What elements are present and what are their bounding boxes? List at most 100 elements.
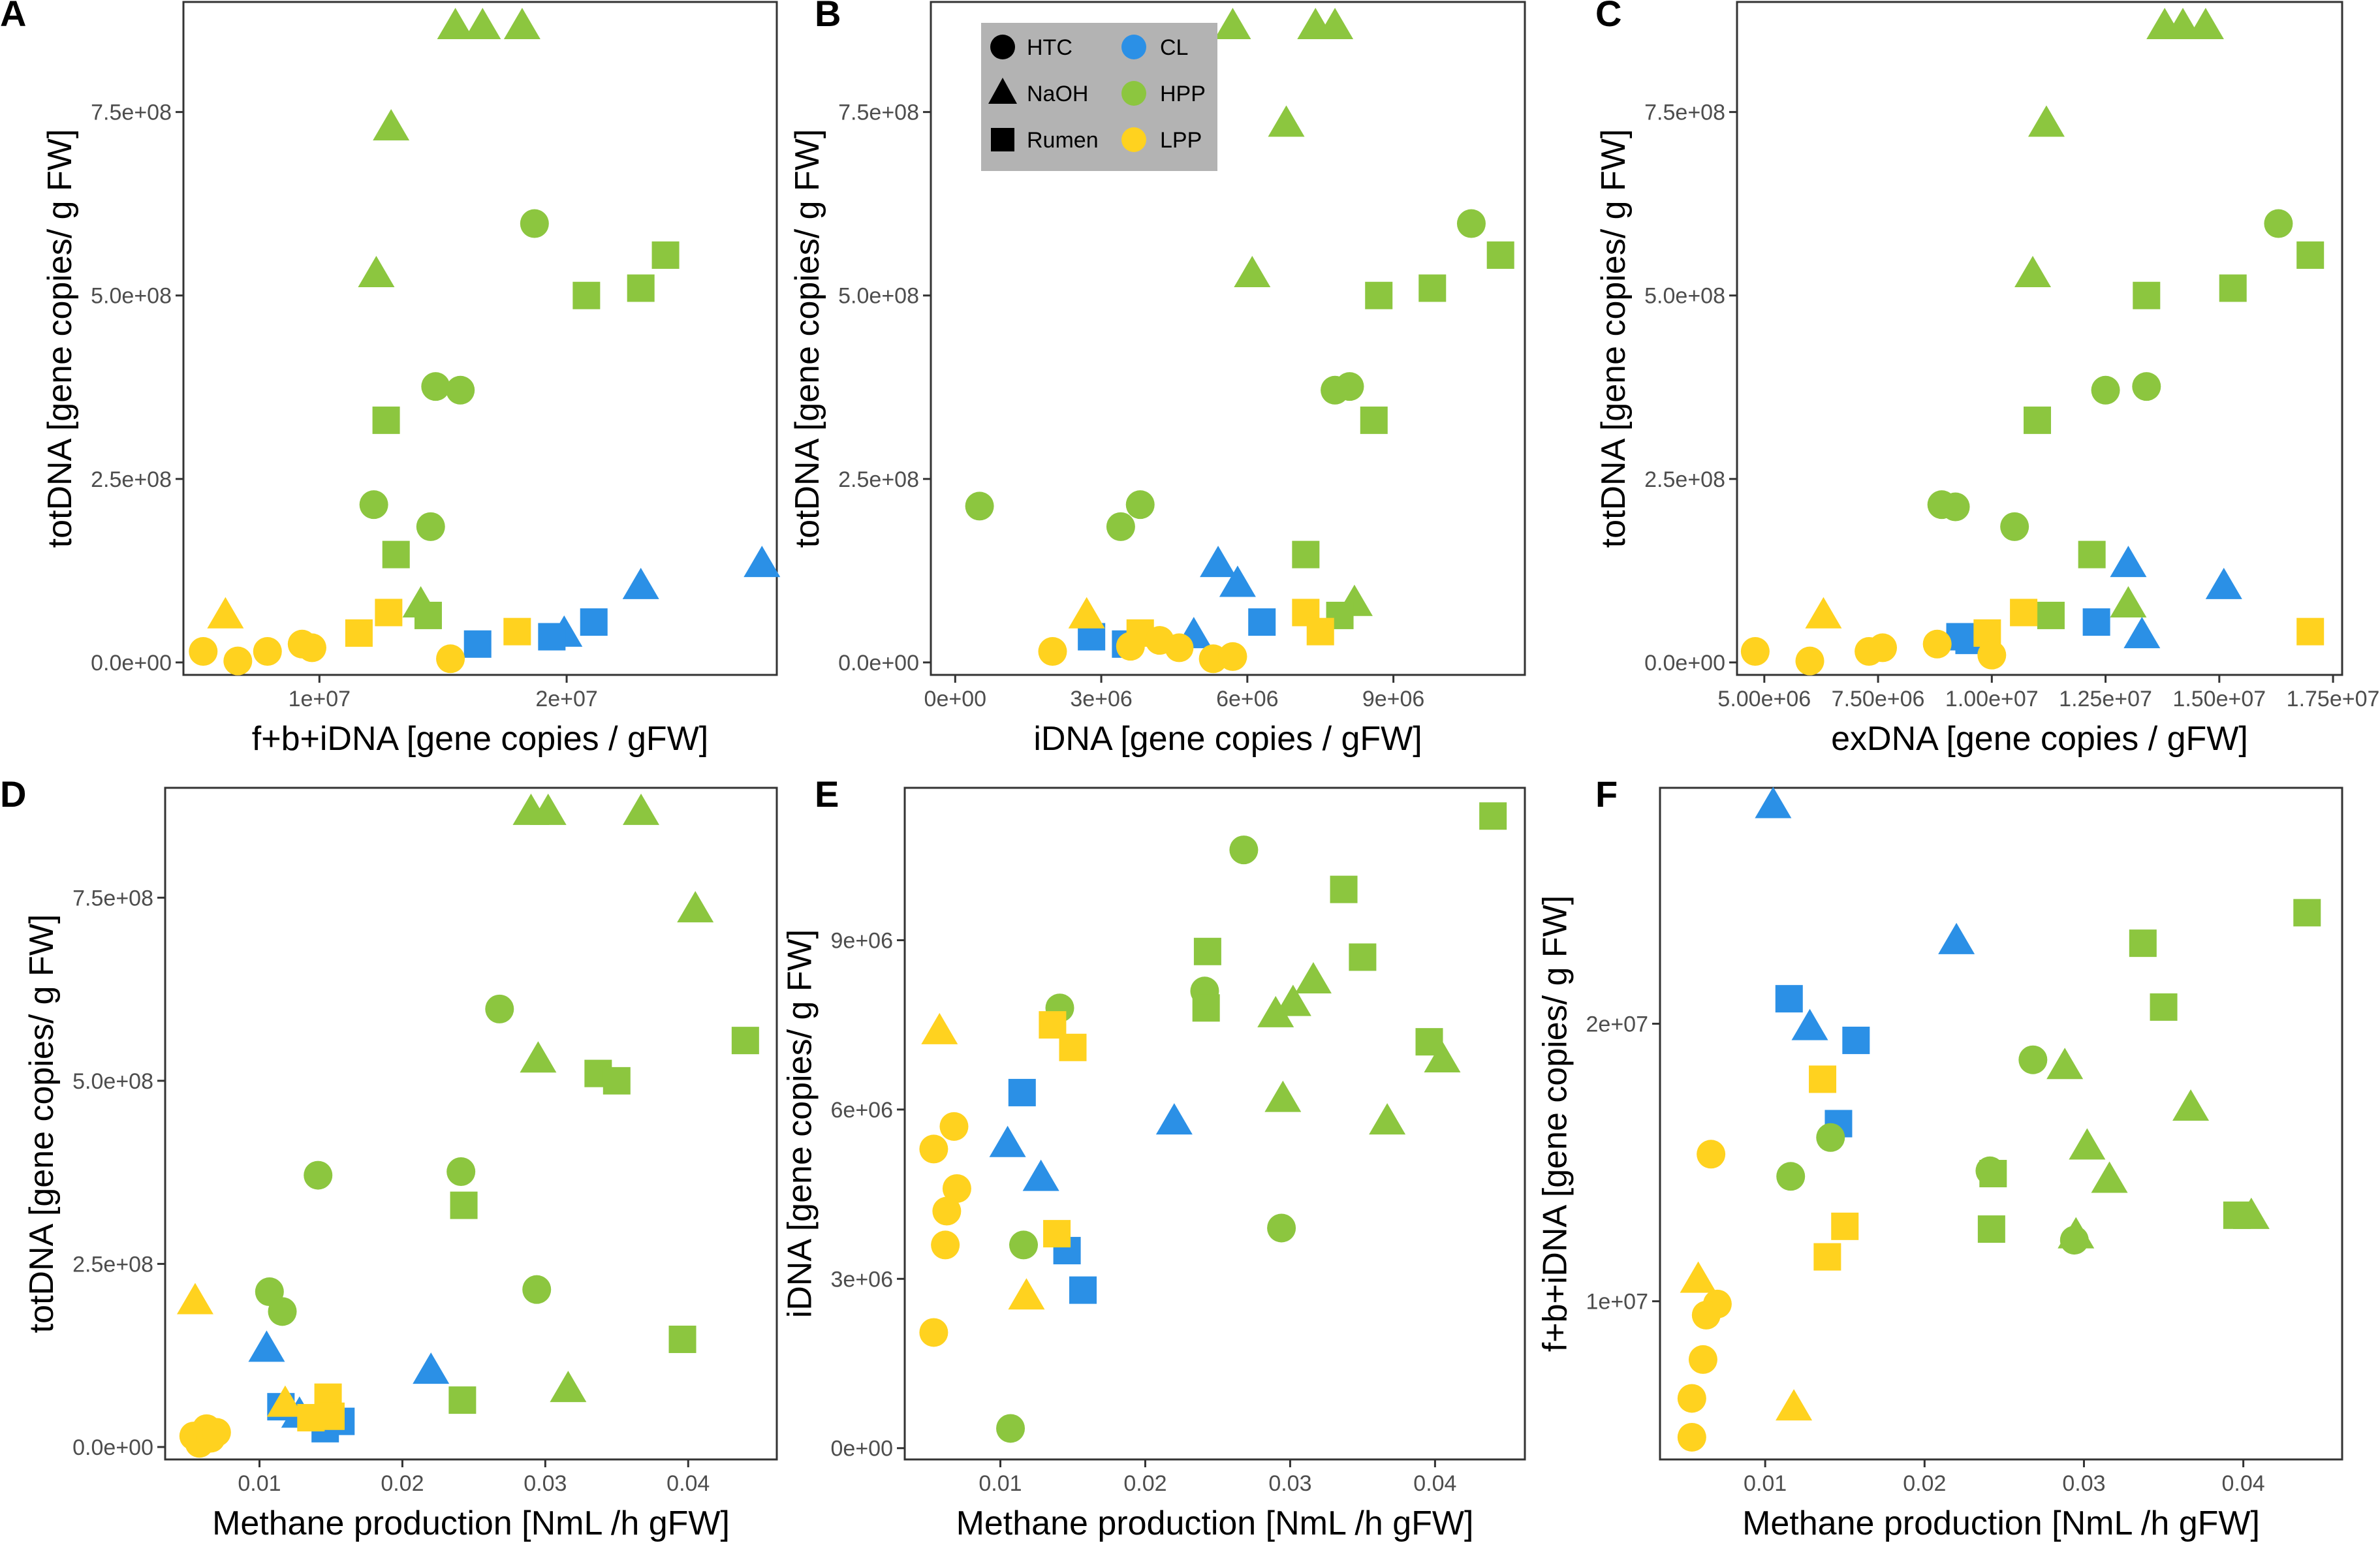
panel-letter: C xyxy=(1595,0,1621,34)
point-lpp-circle xyxy=(942,1174,971,1203)
point-lpp-circle xyxy=(1922,629,1952,659)
points xyxy=(189,7,781,676)
point-hpp-square xyxy=(1193,937,1221,965)
point-cl-square xyxy=(463,630,492,658)
y-tick-label: 9e+06 xyxy=(831,928,894,953)
point-lpp-square xyxy=(375,599,403,627)
point-hpp-square xyxy=(1479,802,1507,830)
point-hpp-square xyxy=(2296,241,2325,269)
point-cl-triangle xyxy=(1155,1103,1193,1135)
point-cl-square xyxy=(1842,1026,1870,1054)
point-hpp-triangle xyxy=(520,1041,557,1073)
point-hpp-triangle xyxy=(1294,962,1332,993)
plot-frame xyxy=(182,1,778,676)
point-cl-square xyxy=(580,608,608,636)
point-hpp-triangle xyxy=(2028,105,2065,137)
point-hpp-square xyxy=(1979,1160,2007,1188)
x-tick-label: 1.25e+07 xyxy=(2059,687,2152,711)
point-lpp-triangle xyxy=(1008,1278,1045,1310)
point-lpp-circle xyxy=(931,1230,960,1260)
legend-label-naoh: NaOH xyxy=(1027,82,1088,106)
point-hpp-triangle xyxy=(2014,255,2052,287)
x-tick-label: 0.03 xyxy=(524,1471,567,1496)
y-tick-label: 7.5e+08 xyxy=(72,886,153,911)
point-cl-triangle xyxy=(2205,567,2242,599)
point-hpp-triangle xyxy=(2187,7,2224,39)
point-cl-triangle xyxy=(2123,617,2161,649)
point-lpp-square xyxy=(1306,617,1334,646)
y-tick-label: 5.0e+08 xyxy=(1644,284,1725,309)
plot-frame xyxy=(903,787,1526,1461)
point-lpp-circle xyxy=(1116,632,1145,661)
point-lpp-circle xyxy=(1688,1345,1717,1374)
point-hpp-triangle xyxy=(358,255,395,287)
point-lpp-square xyxy=(345,619,373,647)
x-tick-label: 1.75e+07 xyxy=(2287,687,2380,711)
point-hpp-circle xyxy=(1106,512,1135,541)
point-hpp-triangle xyxy=(2069,1128,2106,1160)
point-lpp-square xyxy=(1043,1220,1071,1248)
points xyxy=(965,7,1514,674)
point-lpp-circle xyxy=(919,1134,948,1164)
legend-label-htc: HTC xyxy=(1027,35,1073,60)
point-hpp-circle xyxy=(2018,1045,2048,1074)
point-hpp-circle xyxy=(1267,1213,1296,1243)
point-lpp-circle xyxy=(1165,633,1194,662)
point-lpp-square xyxy=(1813,1243,1841,1271)
point-hpp-square xyxy=(450,1191,478,1219)
point-hpp-triangle xyxy=(1274,984,1311,1016)
x-axis-label: iDNA [gene copies / gFW] xyxy=(1033,720,1422,758)
x-tick-label: 0.02 xyxy=(381,1471,424,1496)
x-tick-label: 0.02 xyxy=(1903,1471,1946,1496)
x-axis-label: Methane production [NmL /h gFW] xyxy=(956,1504,1474,1542)
x-axis-label: Methane production [NmL /h gFW] xyxy=(1742,1504,2260,1542)
point-hpp-square xyxy=(2129,929,2157,958)
legend-label-cl: CL xyxy=(1160,35,1188,60)
point-cl-triangle xyxy=(1938,922,1975,954)
point-cl-square xyxy=(538,623,566,651)
point-hpp-circle xyxy=(2264,209,2293,238)
point-hpp-circle xyxy=(996,1414,1026,1443)
point-lpp-triangle xyxy=(266,1385,304,1417)
point-hpp-square xyxy=(2037,601,2065,629)
y-tick-label: 3e+06 xyxy=(831,1267,894,1292)
y-tick-label: 6e+06 xyxy=(831,1098,894,1123)
point-hpp-triangle xyxy=(2110,585,2147,617)
point-hpp-circle xyxy=(1321,375,1350,405)
x-axis-label: f+b+iDNA [gene copies / gFW] xyxy=(252,720,708,758)
point-lpp-square xyxy=(1059,1033,1087,1061)
point-hpp-triangle xyxy=(623,793,660,825)
point-hpp-triangle xyxy=(1317,7,1354,39)
legend-background xyxy=(981,23,1217,171)
point-lpp-circle xyxy=(189,637,218,666)
point-lpp-circle xyxy=(1795,646,1824,676)
panel-b: B 0e+00 3e+06 6e+06 9e+06 0.0e+00 2.5e+08 5.0e+… xyxy=(789,0,1526,758)
point-lpp-circle xyxy=(223,646,253,676)
x-tick-label: 0.04 xyxy=(2222,1471,2265,1496)
legend-key-circle xyxy=(990,35,1015,59)
point-hpp-square xyxy=(2078,540,2106,569)
point-cl-square xyxy=(1775,985,1803,1013)
point-hpp-triangle xyxy=(1264,1080,1302,1112)
point-hpp-circle xyxy=(2000,512,2029,541)
point-cl-square xyxy=(2082,608,2110,636)
point-lpp-triangle xyxy=(1805,597,1842,629)
point-cl-square xyxy=(1008,1078,1036,1106)
y-tick-label: 0.0e+00 xyxy=(72,1435,153,1460)
point-lpp-circle xyxy=(202,1418,231,1447)
point-lpp-triangle xyxy=(207,597,244,629)
point-lpp-square xyxy=(1809,1065,1837,1093)
plot-frame xyxy=(1659,787,2343,1461)
point-hpp-square xyxy=(448,1386,477,1414)
point-hpp-square xyxy=(2293,899,2321,927)
point-lpp-triangle xyxy=(1680,1261,1717,1293)
x-tick-label: 7.50e+06 xyxy=(1832,687,1925,711)
panel-f: F 0.01 0.02 0.03 0.04 1e+07 2e+07 Methane produ… xyxy=(1537,773,2343,1542)
point-hpp-square xyxy=(603,1067,631,1095)
point-hpp-square xyxy=(1292,540,1320,569)
point-hpp-circle xyxy=(446,1157,476,1186)
y-axis-label: totDNA [gene copies/ g FW] xyxy=(789,129,826,548)
y-tick-label: 5.0e+08 xyxy=(91,284,172,309)
point-hpp-triangle xyxy=(1257,995,1294,1027)
point-hpp-circle xyxy=(1816,1123,1845,1152)
